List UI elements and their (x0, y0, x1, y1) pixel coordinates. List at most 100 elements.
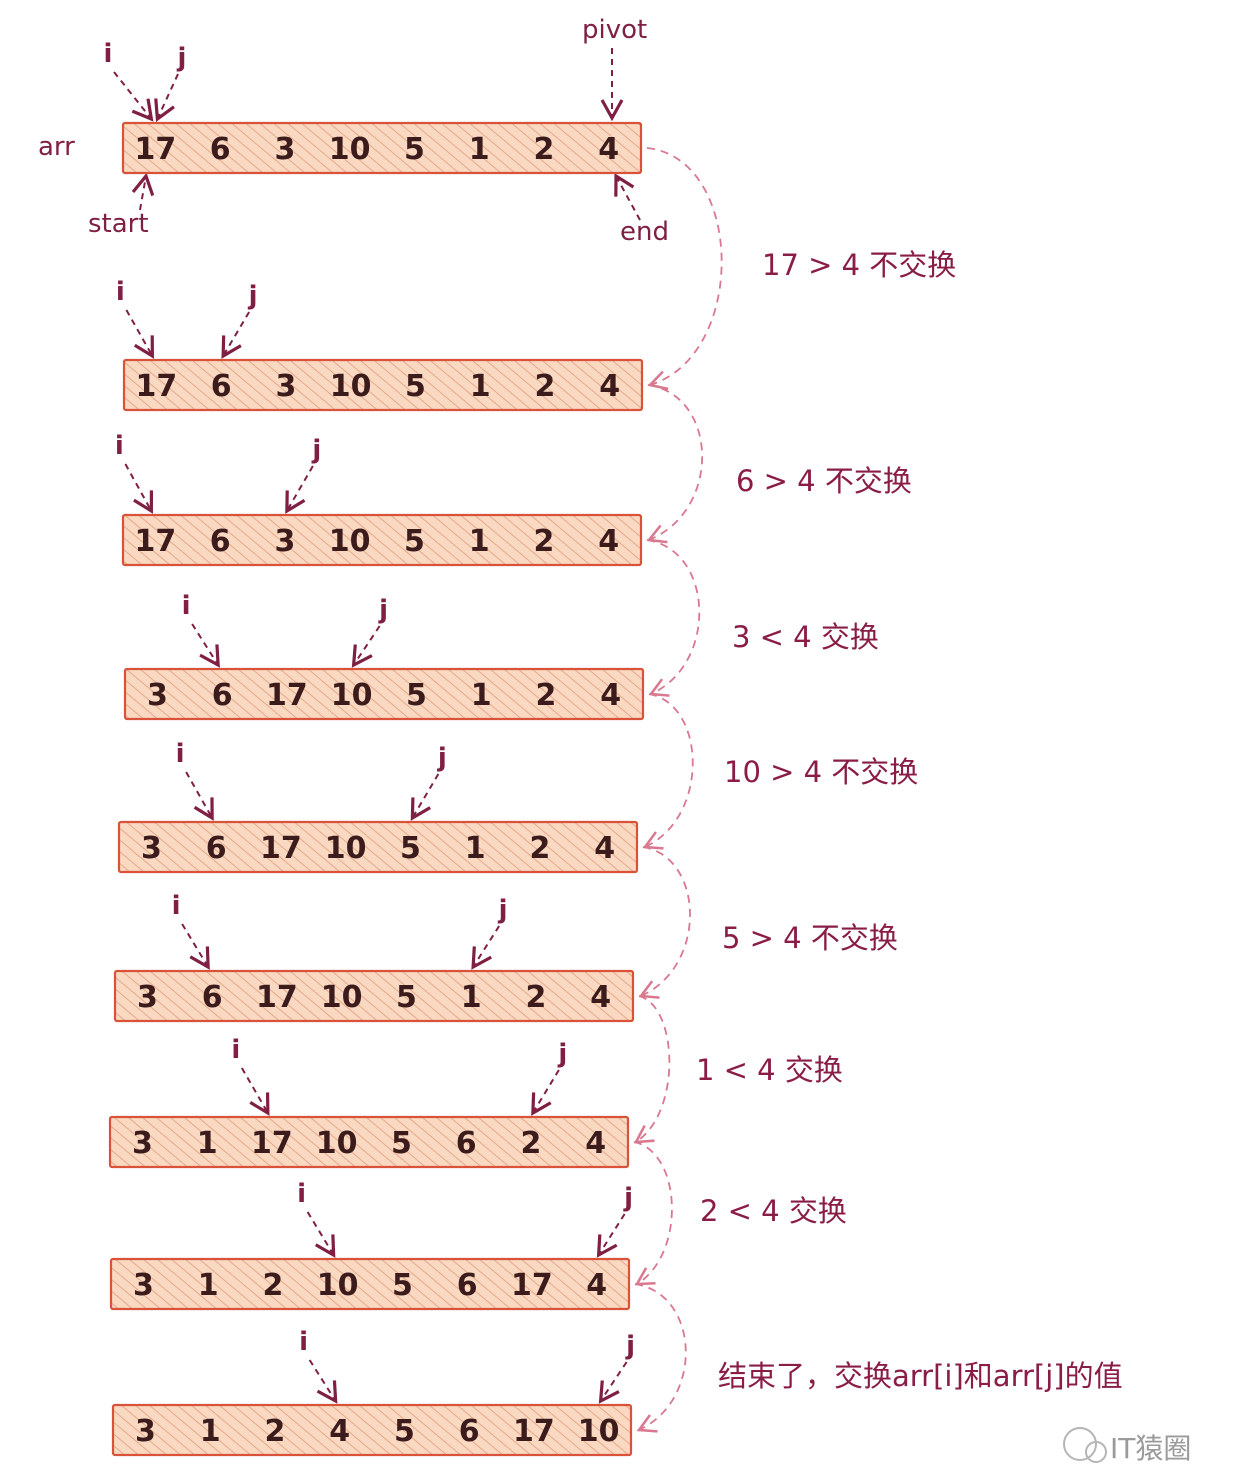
array-cell-value: 10 (317, 1268, 359, 1303)
array-cell-value: 1 (461, 980, 482, 1015)
array-row: 3 1 2 10 5 6 17 4 i j (109, 1179, 633, 1311)
pivot-label: pivot (582, 15, 647, 45)
array-cell-value: 2 (529, 831, 550, 866)
array-cell-value: 5 (404, 524, 425, 559)
pointer-j-label: j (177, 43, 187, 73)
array-cell-value: 10 (325, 831, 367, 866)
pointer-i-label: i (297, 1179, 306, 1209)
array-cell-value: 2 (525, 980, 546, 1015)
array-cell-value: 17 (251, 1126, 293, 1161)
array-cell-value: 4 (599, 369, 620, 404)
pointer-i-label: i (176, 739, 185, 769)
step-connector-curve (646, 147, 723, 391)
array-cell-value: 17 (511, 1268, 553, 1303)
array-box (122, 358, 644, 412)
array-cell-value: 3 (137, 980, 158, 1015)
array-cell-value: 5 (391, 1126, 412, 1161)
array-box (113, 969, 635, 1023)
pointer-j-label: j (557, 1039, 567, 1069)
pointer-j-label: j (623, 1183, 633, 1213)
array-cell-value: 17 (256, 980, 298, 1015)
pointer-j-arrow (410, 773, 440, 821)
array-cell-value: 10 (316, 1126, 358, 1161)
step-note: 2 < 4 交换 (700, 1194, 847, 1228)
step-connector-curve (633, 1141, 673, 1286)
array-cell-value: 3 (132, 1126, 153, 1161)
array-cell-value: 10 (329, 132, 371, 167)
array-box (121, 121, 643, 175)
step-note: 5 > 4 不交换 (722, 921, 898, 955)
array-cell-value: 2 (533, 132, 554, 167)
array-cell-value: 1 (469, 524, 490, 559)
array-cell-value: 1 (469, 132, 490, 167)
pointer-j-arrow (596, 1213, 626, 1258)
end-label: end (620, 217, 669, 247)
pointer-j-label: j (498, 895, 508, 925)
array-cell-value: 2 (535, 678, 556, 713)
array-cell-value: 6 (211, 369, 232, 404)
array-cell-value: 4 (598, 132, 619, 167)
pointer-j-arrow (154, 73, 179, 122)
array-cell-value: 5 (396, 980, 417, 1015)
step-connector-curve (638, 846, 691, 999)
pointer-j-label: j (625, 1331, 635, 1361)
array-rows: 17 6 3 10 5 1 2 4 i j 17 6 3 10 5 1 2 4 i j 17 6 3 10 5 1 2 4 i j 3 6 17… (104, 39, 645, 1457)
array-cell-value: 3 (141, 831, 162, 866)
pointer-j-arrow (221, 311, 250, 359)
step-connector-curve (646, 539, 701, 697)
step-connector-curve (633, 995, 671, 1144)
pointer-i-arrow (241, 1067, 270, 1116)
array-cell-value: 1 (198, 1268, 219, 1303)
step-note: 结束了，交换arr[i]和arr[j]的值 (718, 1359, 1123, 1393)
array-cell-value: 6 (206, 831, 227, 866)
array-cell-value: 6 (459, 1414, 480, 1449)
array-cell-value: 3 (274, 132, 295, 167)
array-cell-value: 5 (404, 132, 425, 167)
array-box (108, 1115, 630, 1169)
array-cell-value: 2 (520, 1126, 541, 1161)
step-note: 1 < 4 交换 (696, 1053, 843, 1087)
pointer-j-arrow (471, 925, 500, 970)
pointer-j-label: j (311, 435, 321, 465)
array-cell-value: 6 (457, 1268, 478, 1303)
pointer-i-arrow (113, 71, 154, 122)
array-row: 17 6 3 10 5 1 2 4 i j (116, 277, 644, 412)
step-note: 10 > 4 不交换 (724, 755, 918, 789)
pointer-i-label: i (172, 891, 181, 921)
array-cell-value: 6 (210, 132, 231, 167)
array-cell-value: 2 (533, 524, 554, 559)
pointer-i-label: i (182, 591, 191, 621)
array-cell-value: 3 (135, 1414, 156, 1449)
step-note: 3 < 4 交换 (732, 620, 879, 654)
array-box (121, 513, 643, 567)
array-cell-value: 6 (456, 1126, 477, 1161)
pointer-j-arrow (351, 625, 381, 668)
pointer-j-arrow (531, 1069, 560, 1116)
array-cell-value: 3 (275, 369, 296, 404)
array-row: 17 6 3 10 5 1 2 4 i j (104, 39, 643, 175)
pointer-i-arrow (185, 771, 214, 821)
array-cell-value: 5 (394, 1414, 415, 1449)
step-connector-curve (642, 693, 694, 850)
array-cell-value: 4 (600, 678, 621, 713)
wechat-icon-inner (1085, 1441, 1107, 1463)
array-cell-value: 10 (321, 980, 363, 1015)
pointer-i-arrow (125, 309, 154, 359)
array-cell-value: 2 (264, 1414, 285, 1449)
array-cell-value: 6 (212, 678, 233, 713)
pointer-i-label: i (104, 39, 113, 69)
pointer-i-arrow (191, 623, 220, 668)
watermark-text: IT猿圈 (1110, 1432, 1191, 1464)
array-cell-value: 2 (262, 1268, 283, 1303)
array-cell-value: 3 (147, 678, 168, 713)
array-cell-value: 4 (586, 1268, 607, 1303)
array-cell-value: 5 (406, 678, 427, 713)
array-box (117, 820, 639, 874)
arr-label: arr (38, 132, 75, 162)
pointer-j-arrow (598, 1361, 628, 1404)
pointer-j-arrow (285, 465, 314, 514)
step-note: 17 > 4 不交换 (762, 248, 956, 282)
pointer-i-arrow (181, 923, 210, 970)
array-cell-value: 17 (136, 369, 178, 404)
array-cell-value: 5 (400, 831, 421, 866)
